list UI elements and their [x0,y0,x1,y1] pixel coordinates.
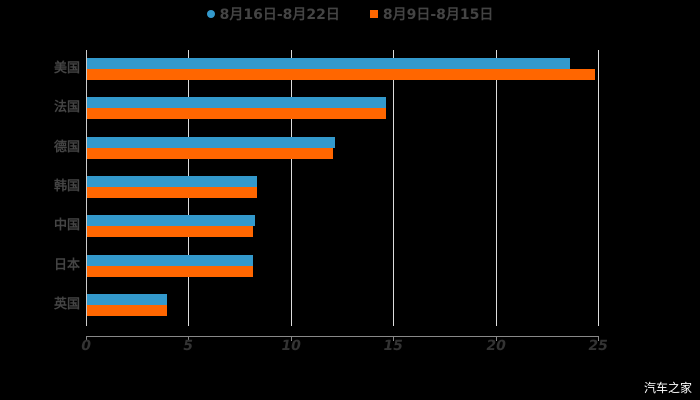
bar-series-2[interactable] [87,304,167,316]
bar-series-2[interactable] [87,147,333,159]
bar-series-2[interactable] [87,265,253,277]
bar-series-2[interactable] [87,69,595,80]
category-label: 韩国 [53,178,80,194]
category-group: 日本 [54,254,598,277]
x-tick-label: 15 [382,338,405,354]
bar-series-1[interactable] [87,254,253,266]
chart-legend: 8月16日-8月22日 8月9日-8月15日 [0,4,700,24]
gridline [393,50,395,326]
legend-label: 8月9日-8月15日 [382,7,494,23]
category-group: 美国 [54,58,598,80]
category-group: 德国 [54,136,598,159]
x-axis-line [86,336,599,337]
category-label: 德国 [53,139,80,155]
category-label: 美国 [53,61,80,76]
legend-item-series-2[interactable]: 8月9日-8月15日 [369,4,494,24]
legend-label: 8月16日-8月22日 [219,7,340,23]
x-tick-label: 10 [279,338,302,354]
x-tick [495,336,497,341]
legend-square-icon [369,10,378,18]
x-tick [598,336,599,341]
gridline [290,50,292,326]
category-label: 法国 [53,100,80,116]
bar-series-1[interactable] [87,215,255,227]
category-label: 日本 [53,257,80,273]
category-label: 中国 [53,218,80,234]
legend-item-series-1[interactable]: 8月16日-8月22日 [206,4,340,24]
x-tick-label: 0 [79,338,93,354]
bar-series-1[interactable] [87,58,571,69]
x-tick-label: 5 [182,338,195,354]
legend-circle-icon [206,10,215,18]
x-tick-label: 25 [586,338,610,354]
gridline [495,50,497,326]
gridline [598,50,599,326]
category-group: 法国 [54,97,598,120]
category-group: 英国 [54,293,598,316]
x-tick [290,336,292,341]
bar-series-2[interactable] [87,226,253,238]
y-axis-line [86,50,87,326]
x-tick [393,336,395,341]
bar-series-2[interactable] [87,186,257,198]
watermark: 汽车之家 [643,381,692,395]
bar-series-1[interactable] [87,175,257,187]
bar-series-1[interactable] [87,136,335,148]
category-label: 英国 [53,296,80,312]
x-tick [188,336,190,341]
bar-series-2[interactable] [87,108,386,120]
plot-area: 美国法国德国韩国中国日本英国 [54,50,599,326]
bar-series-1[interactable] [87,97,386,109]
category-group: 中国 [54,215,598,238]
category-group: 韩国 [54,175,598,198]
x-tick-label: 20 [484,338,507,354]
x-tick [86,336,87,341]
bar-series-1[interactable] [87,293,167,305]
